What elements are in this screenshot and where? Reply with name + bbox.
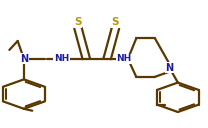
- Text: S: S: [74, 17, 82, 27]
- Text: N: N: [165, 63, 174, 73]
- Text: NH: NH: [54, 54, 69, 63]
- Text: N: N: [20, 54, 28, 64]
- Text: NH: NH: [116, 54, 131, 63]
- Text: S: S: [112, 17, 119, 27]
